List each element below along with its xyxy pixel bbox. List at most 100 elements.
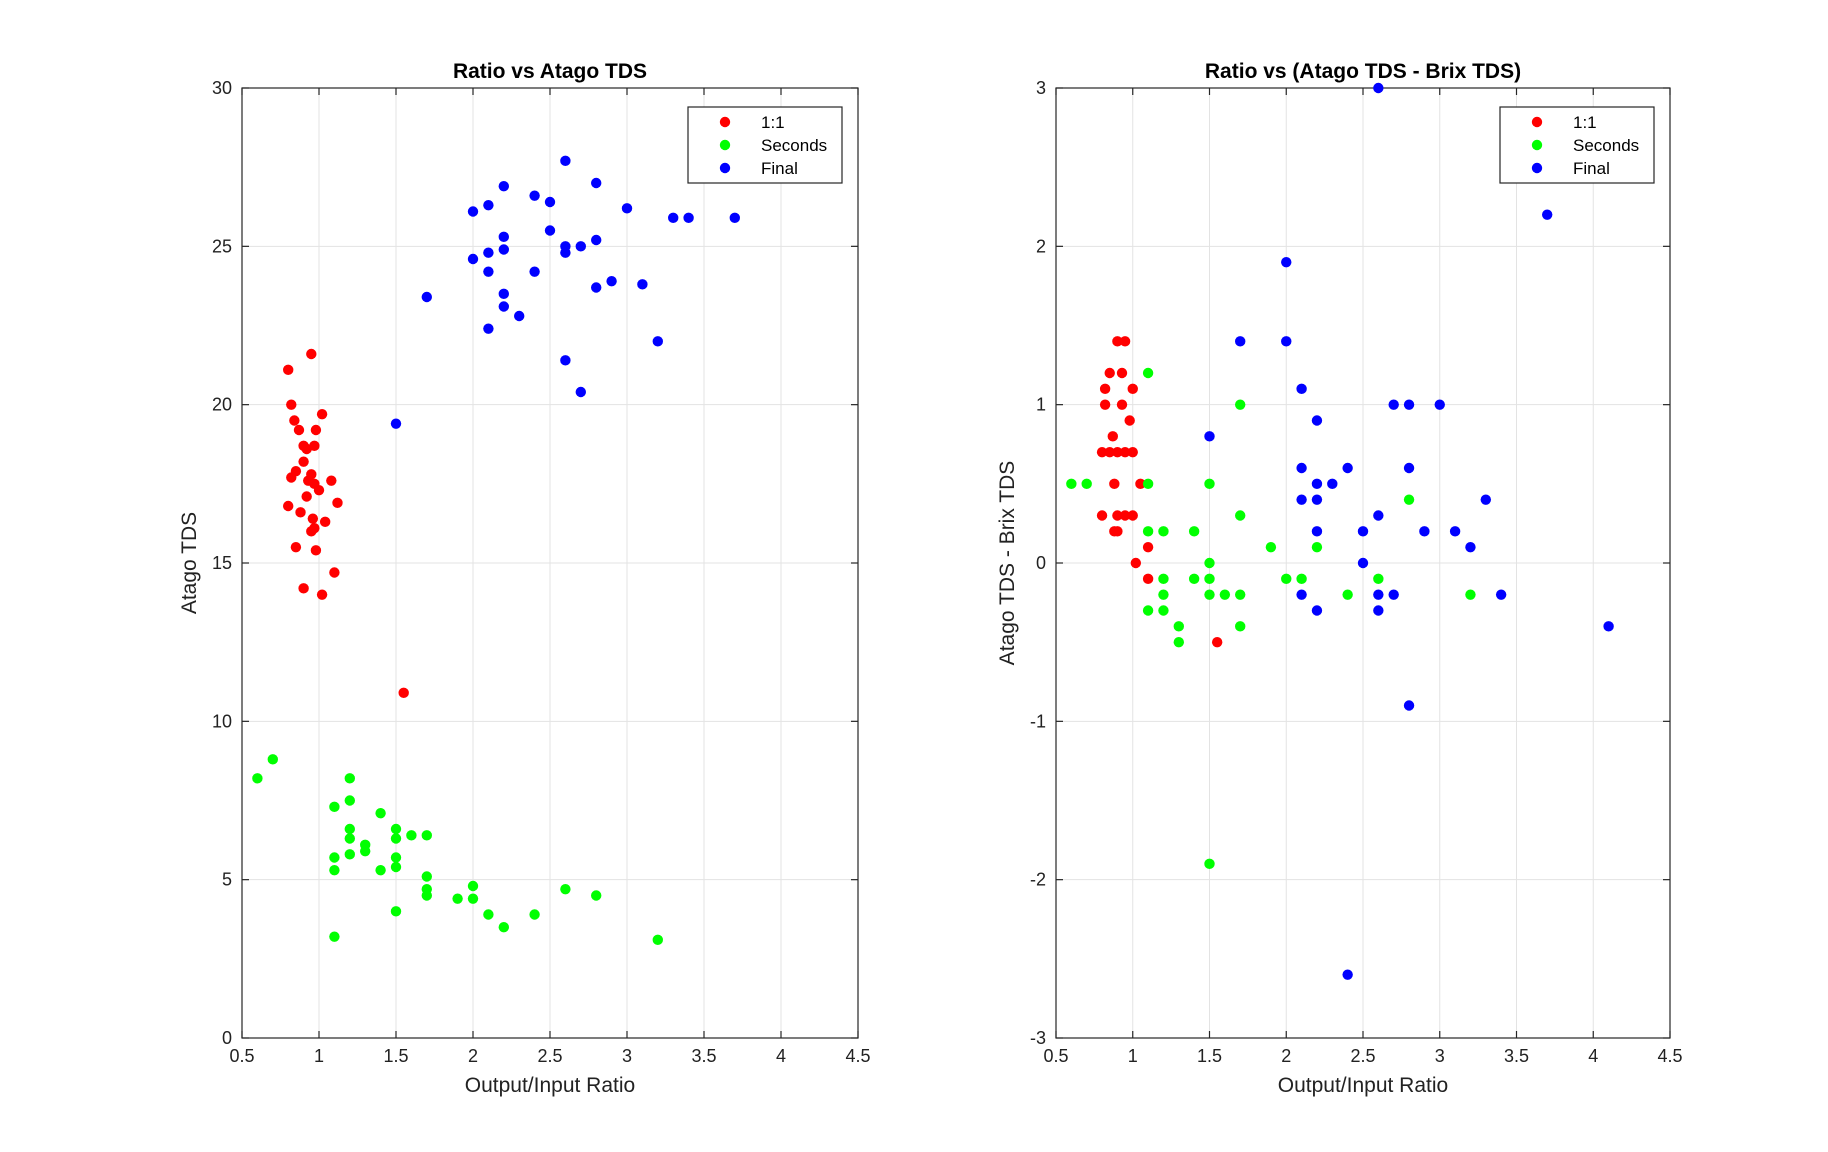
left-plot-point-final	[544, 225, 556, 236]
right-plot-point-seconds	[1188, 573, 1200, 585]
right-plot-point-final	[1388, 399, 1399, 410]
right-plot-legend-label: Seconds	[1573, 136, 1639, 155]
right-plot-x-axis-label: Output/Input Ratio	[1278, 1074, 1448, 1097]
right-plot: 0.5 1 1.5 2 2.5 3 3.5 4 4.5 -3 -2 -1 0 1 2 3 Ratio vs (…	[996, 60, 1683, 1097]
right-plot-point-final	[1480, 494, 1492, 505]
right-plot-point-1-1	[1112, 446, 1123, 458]
left-plot-x-tick-label: 4	[776, 1046, 786, 1066]
left-plot-point-seconds	[329, 864, 340, 876]
right-plot-point-seconds	[1465, 589, 1476, 600]
left-plot-point-seconds	[467, 893, 479, 904]
right-plot-point-1-1	[1116, 367, 1128, 379]
left-plot-point-seconds	[529, 909, 540, 920]
right-plot-legend-marker	[1531, 162, 1543, 174]
left-plot-point-final	[637, 279, 648, 290]
left-plot-point-final	[498, 301, 509, 312]
right-plot-point-seconds	[1142, 526, 1154, 537]
left-plot-point-1-1	[309, 440, 320, 452]
left-plot-point-seconds	[498, 921, 509, 933]
right-plot-x-tick-label: 4.5	[1657, 1046, 1682, 1066]
right-plot-point-1-1	[1112, 526, 1123, 537]
left-plot-point-final	[529, 190, 540, 201]
left-plot-point-seconds	[329, 801, 340, 813]
left-plot-point-final	[544, 196, 556, 208]
right-plot-point-final	[1495, 589, 1507, 600]
right-plot-point-final	[1342, 969, 1353, 980]
right-plot-point-seconds	[1296, 573, 1307, 585]
left-plot-point-seconds	[360, 845, 371, 857]
right-plot-point-final	[1373, 605, 1384, 616]
left-plot-point-1-1	[286, 472, 297, 483]
right-plot-y-axis-label: Atago TDS - Brix TDS	[996, 461, 1019, 666]
left-plot-point-1-1	[290, 541, 302, 553]
left-plot-point-seconds	[591, 890, 602, 901]
left-plot-x-tick-label: 3.5	[691, 1046, 716, 1066]
left-plot-point-seconds	[406, 830, 417, 841]
right-plot-point-seconds	[1204, 858, 1215, 870]
right-plot-legend-label: Final	[1573, 159, 1610, 178]
left-plot-x-tick-label: 2.5	[537, 1046, 562, 1066]
right-plot-point-seconds	[1235, 399, 1246, 410]
right-plot-point-seconds	[1158, 573, 1169, 585]
right-plot-point-final	[1311, 478, 1323, 490]
left-plot-x-tick-label: 0.5	[229, 1046, 254, 1066]
left-plot-point-1-1	[306, 348, 317, 360]
right-plot-point-final	[1311, 415, 1323, 426]
left-plot-legend-label: Final	[761, 159, 798, 178]
right-plot-x-tick-label: 3.5	[1504, 1046, 1529, 1066]
right-plot-point-final	[1542, 209, 1553, 220]
right-plot-point-final	[1373, 510, 1384, 521]
left-plot-point-seconds	[329, 852, 340, 863]
left-plot-point-seconds	[344, 823, 355, 835]
right-plot-y-tick-label: -1	[1030, 711, 1046, 731]
left-plot-point-seconds	[390, 906, 402, 917]
right-plot-point-seconds	[1081, 478, 1092, 490]
right-plot-point-final	[1296, 494, 1307, 505]
right-plot-point-1-1	[1107, 431, 1118, 442]
right-plot-point-1-1	[1112, 336, 1123, 347]
right-plot-point-seconds	[1142, 478, 1154, 490]
left-plot-point-1-1	[316, 408, 328, 420]
right-plot-point-seconds	[1281, 573, 1292, 585]
right-plot-point-final	[1357, 526, 1369, 537]
left-plot-legend-box	[687, 106, 843, 184]
left-plot-point-1-1	[286, 399, 297, 410]
right-plot-point-seconds	[1066, 478, 1077, 490]
left-plot-point-final	[560, 155, 571, 167]
left-plot-point-seconds	[344, 849, 355, 860]
left-plot-point-1-1	[298, 456, 309, 467]
right-plot-ticks: 0.5 1 1.5 2 2.5 3 3.5 4 4.5 -3 -2 -1 0 1 2 3	[1030, 78, 1683, 1066]
left-plot-legend-marker	[719, 162, 731, 174]
left-plot-point-final	[498, 244, 509, 255]
left-plot-point-final	[591, 234, 602, 246]
left-plot-legend-marker	[719, 116, 731, 128]
left-plot-point-1-1	[307, 513, 319, 524]
right-plot-point-1-1	[1142, 573, 1154, 585]
right-plot-x-tick-label: 1.5	[1197, 1046, 1222, 1066]
right-plot-point-final	[1434, 399, 1445, 410]
left-plot-point-1-1	[316, 589, 328, 600]
right-plot-point-seconds	[1204, 589, 1215, 600]
right-plot-legend-box	[1499, 106, 1655, 184]
right-plot-point-seconds	[1235, 621, 1246, 632]
left-plot-point-seconds	[329, 931, 340, 942]
right-plot-point-seconds	[1173, 621, 1185, 632]
left-plot-point-seconds	[390, 823, 402, 835]
left-plot-point-seconds	[421, 830, 432, 841]
left-plot-point-seconds	[390, 852, 402, 863]
left-plot-ticks: 0.5 1 1.5 2 2.5 3 3.5 4 4.5 0 5 10 15 20 25 30	[212, 78, 871, 1066]
left-plot-y-axis-label: Atago TDS	[178, 512, 201, 614]
left-plot-point-seconds	[483, 909, 494, 920]
right-plot-point-final	[1419, 526, 1430, 537]
left-plot-points	[252, 155, 740, 946]
left-plot-point-seconds	[652, 934, 663, 946]
right-plot-point-1-1	[1109, 478, 1120, 490]
left-plot-y-tick-label: 10	[212, 711, 232, 731]
right-plot-point-seconds	[1173, 636, 1185, 648]
left-plot-point-seconds	[421, 890, 432, 901]
left-plot-point-final	[498, 288, 509, 300]
left-plot-point-final	[560, 355, 571, 366]
right-plot-point-seconds	[1235, 510, 1246, 521]
left-plot-legend-label: 1:1	[761, 113, 785, 132]
